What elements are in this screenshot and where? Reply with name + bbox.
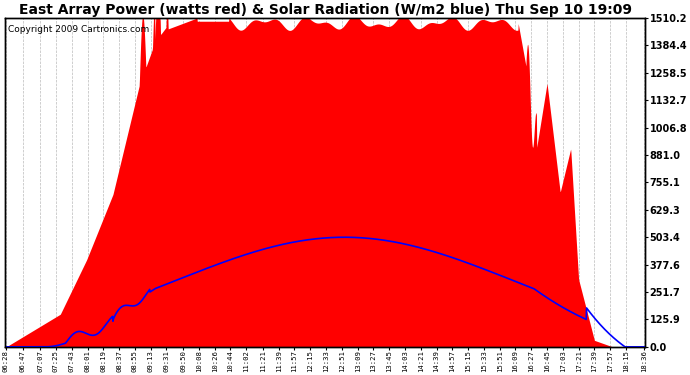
Text: Copyright 2009 Cartronics.com: Copyright 2009 Cartronics.com [8, 24, 149, 33]
Title: East Array Power (watts red) & Solar Radiation (W/m2 blue) Thu Sep 10 19:09: East Array Power (watts red) & Solar Rad… [19, 3, 631, 17]
